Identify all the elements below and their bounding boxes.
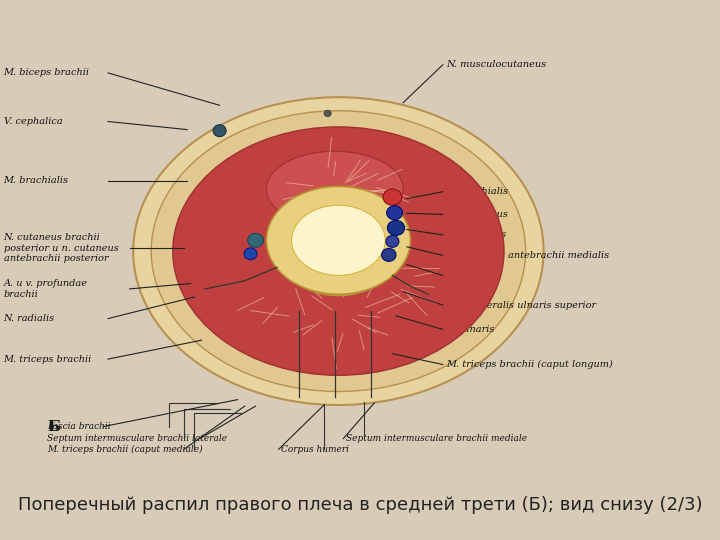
Text: Б: Б [47,420,60,434]
Text: Corpus humeri: Corpus humeri [281,445,348,454]
Text: M. triceps brachii (caput mediale): M. triceps brachii (caput mediale) [47,445,202,454]
Ellipse shape [383,189,402,205]
Text: A. brachialis: A. brachialis [446,187,508,196]
Ellipse shape [133,97,544,405]
Ellipse shape [324,110,331,117]
Text: N. musculocutaneus: N. musculocutaneus [446,60,546,69]
Ellipse shape [387,220,405,235]
Text: A. и v. profundae
brachii: A. и v. profundae brachii [4,279,88,299]
Text: M. brachialis: M. brachialis [4,177,68,185]
Text: Fascia brachii: Fascia brachii [47,422,110,431]
Text: N. cutaneus antebrachii medialis: N. cutaneus antebrachii medialis [446,251,610,260]
Text: A. collateralis ulnaris superior: A. collateralis ulnaris superior [446,301,597,309]
Text: V. cephalica: V. cephalica [4,117,63,126]
Text: N. radialis: N. radialis [4,314,55,323]
Text: Поперечный распил правого плеча в средней трети (Б); вид снизу (2/3): Поперечный распил правого плеча в средне… [18,496,703,514]
Ellipse shape [386,235,399,247]
Ellipse shape [382,248,396,261]
Ellipse shape [151,111,526,392]
Text: Septum intermusculare brachii mediale: Septum intermusculare brachii mediale [346,434,527,443]
Ellipse shape [248,233,264,247]
Ellipse shape [266,186,410,294]
Text: Septum intermusculare brachii laterale: Septum intermusculare brachii laterale [47,434,227,443]
Ellipse shape [387,206,402,220]
Text: M. biceps brachii: M. biceps brachii [4,69,89,77]
Text: V. brachialis: V. brachialis [446,231,507,239]
Ellipse shape [173,127,504,375]
Text: M. triceps brachii: M. triceps brachii [4,355,92,363]
Ellipse shape [279,206,397,295]
Ellipse shape [266,151,403,227]
Ellipse shape [289,214,387,287]
Text: M. triceps brachii (caput longum): M. triceps brachii (caput longum) [446,360,613,369]
Text: N. ulnaris: N. ulnaris [446,325,495,334]
Ellipse shape [213,125,226,137]
Text: V. basilica: V. basilica [446,271,496,280]
Ellipse shape [244,248,257,260]
Text: N. cutaneus brachii
posterior и n. cutaneus
antebrachii posterior: N. cutaneus brachii posterior и n. cutan… [4,233,118,264]
Ellipse shape [292,205,385,275]
Text: N. medianus: N. medianus [446,210,508,219]
